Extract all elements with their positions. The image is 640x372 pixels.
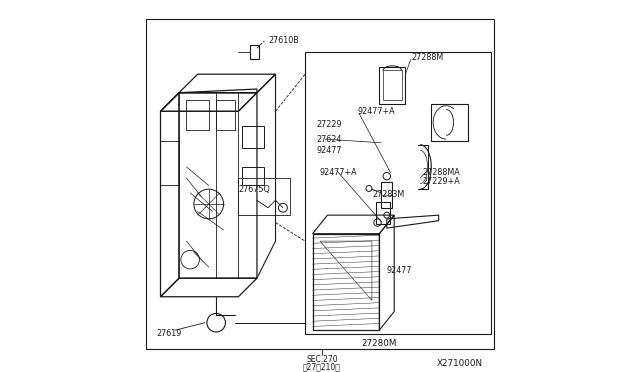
Bar	[186, 100, 209, 130]
Text: 27675Q: 27675Q	[238, 185, 270, 194]
Bar	[161, 141, 179, 186]
Text: 27229+A: 27229+A	[422, 177, 460, 186]
Bar	[381, 182, 392, 208]
Text: 27619: 27619	[157, 329, 182, 339]
Text: SEC.270: SEC.270	[306, 355, 338, 364]
Bar	[250, 45, 259, 60]
Text: 27280M: 27280M	[362, 339, 397, 347]
Text: X271000N: X271000N	[437, 359, 483, 368]
Text: 27229: 27229	[316, 120, 342, 129]
Bar	[305, 52, 491, 334]
Bar	[242, 126, 264, 148]
Text: 27283M: 27283M	[372, 190, 404, 199]
Bar	[376, 202, 390, 224]
Text: 27610B: 27610B	[268, 36, 299, 45]
Bar	[380, 67, 405, 104]
Text: 27288M: 27288M	[411, 53, 443, 62]
Polygon shape	[320, 241, 372, 301]
Text: 27624: 27624	[316, 135, 342, 144]
Text: 92477+A: 92477+A	[320, 168, 358, 177]
Text: 92477: 92477	[387, 266, 412, 275]
Text: ㉲27㉳210㉴: ㉲27㉳210㉴	[303, 362, 340, 371]
Text: 92477+A: 92477+A	[357, 107, 395, 116]
Bar	[383, 70, 402, 100]
Text: 92477: 92477	[316, 146, 342, 155]
Text: 27288MA: 27288MA	[422, 168, 460, 177]
Bar	[146, 19, 494, 349]
Bar	[242, 167, 264, 186]
Bar	[216, 100, 235, 130]
